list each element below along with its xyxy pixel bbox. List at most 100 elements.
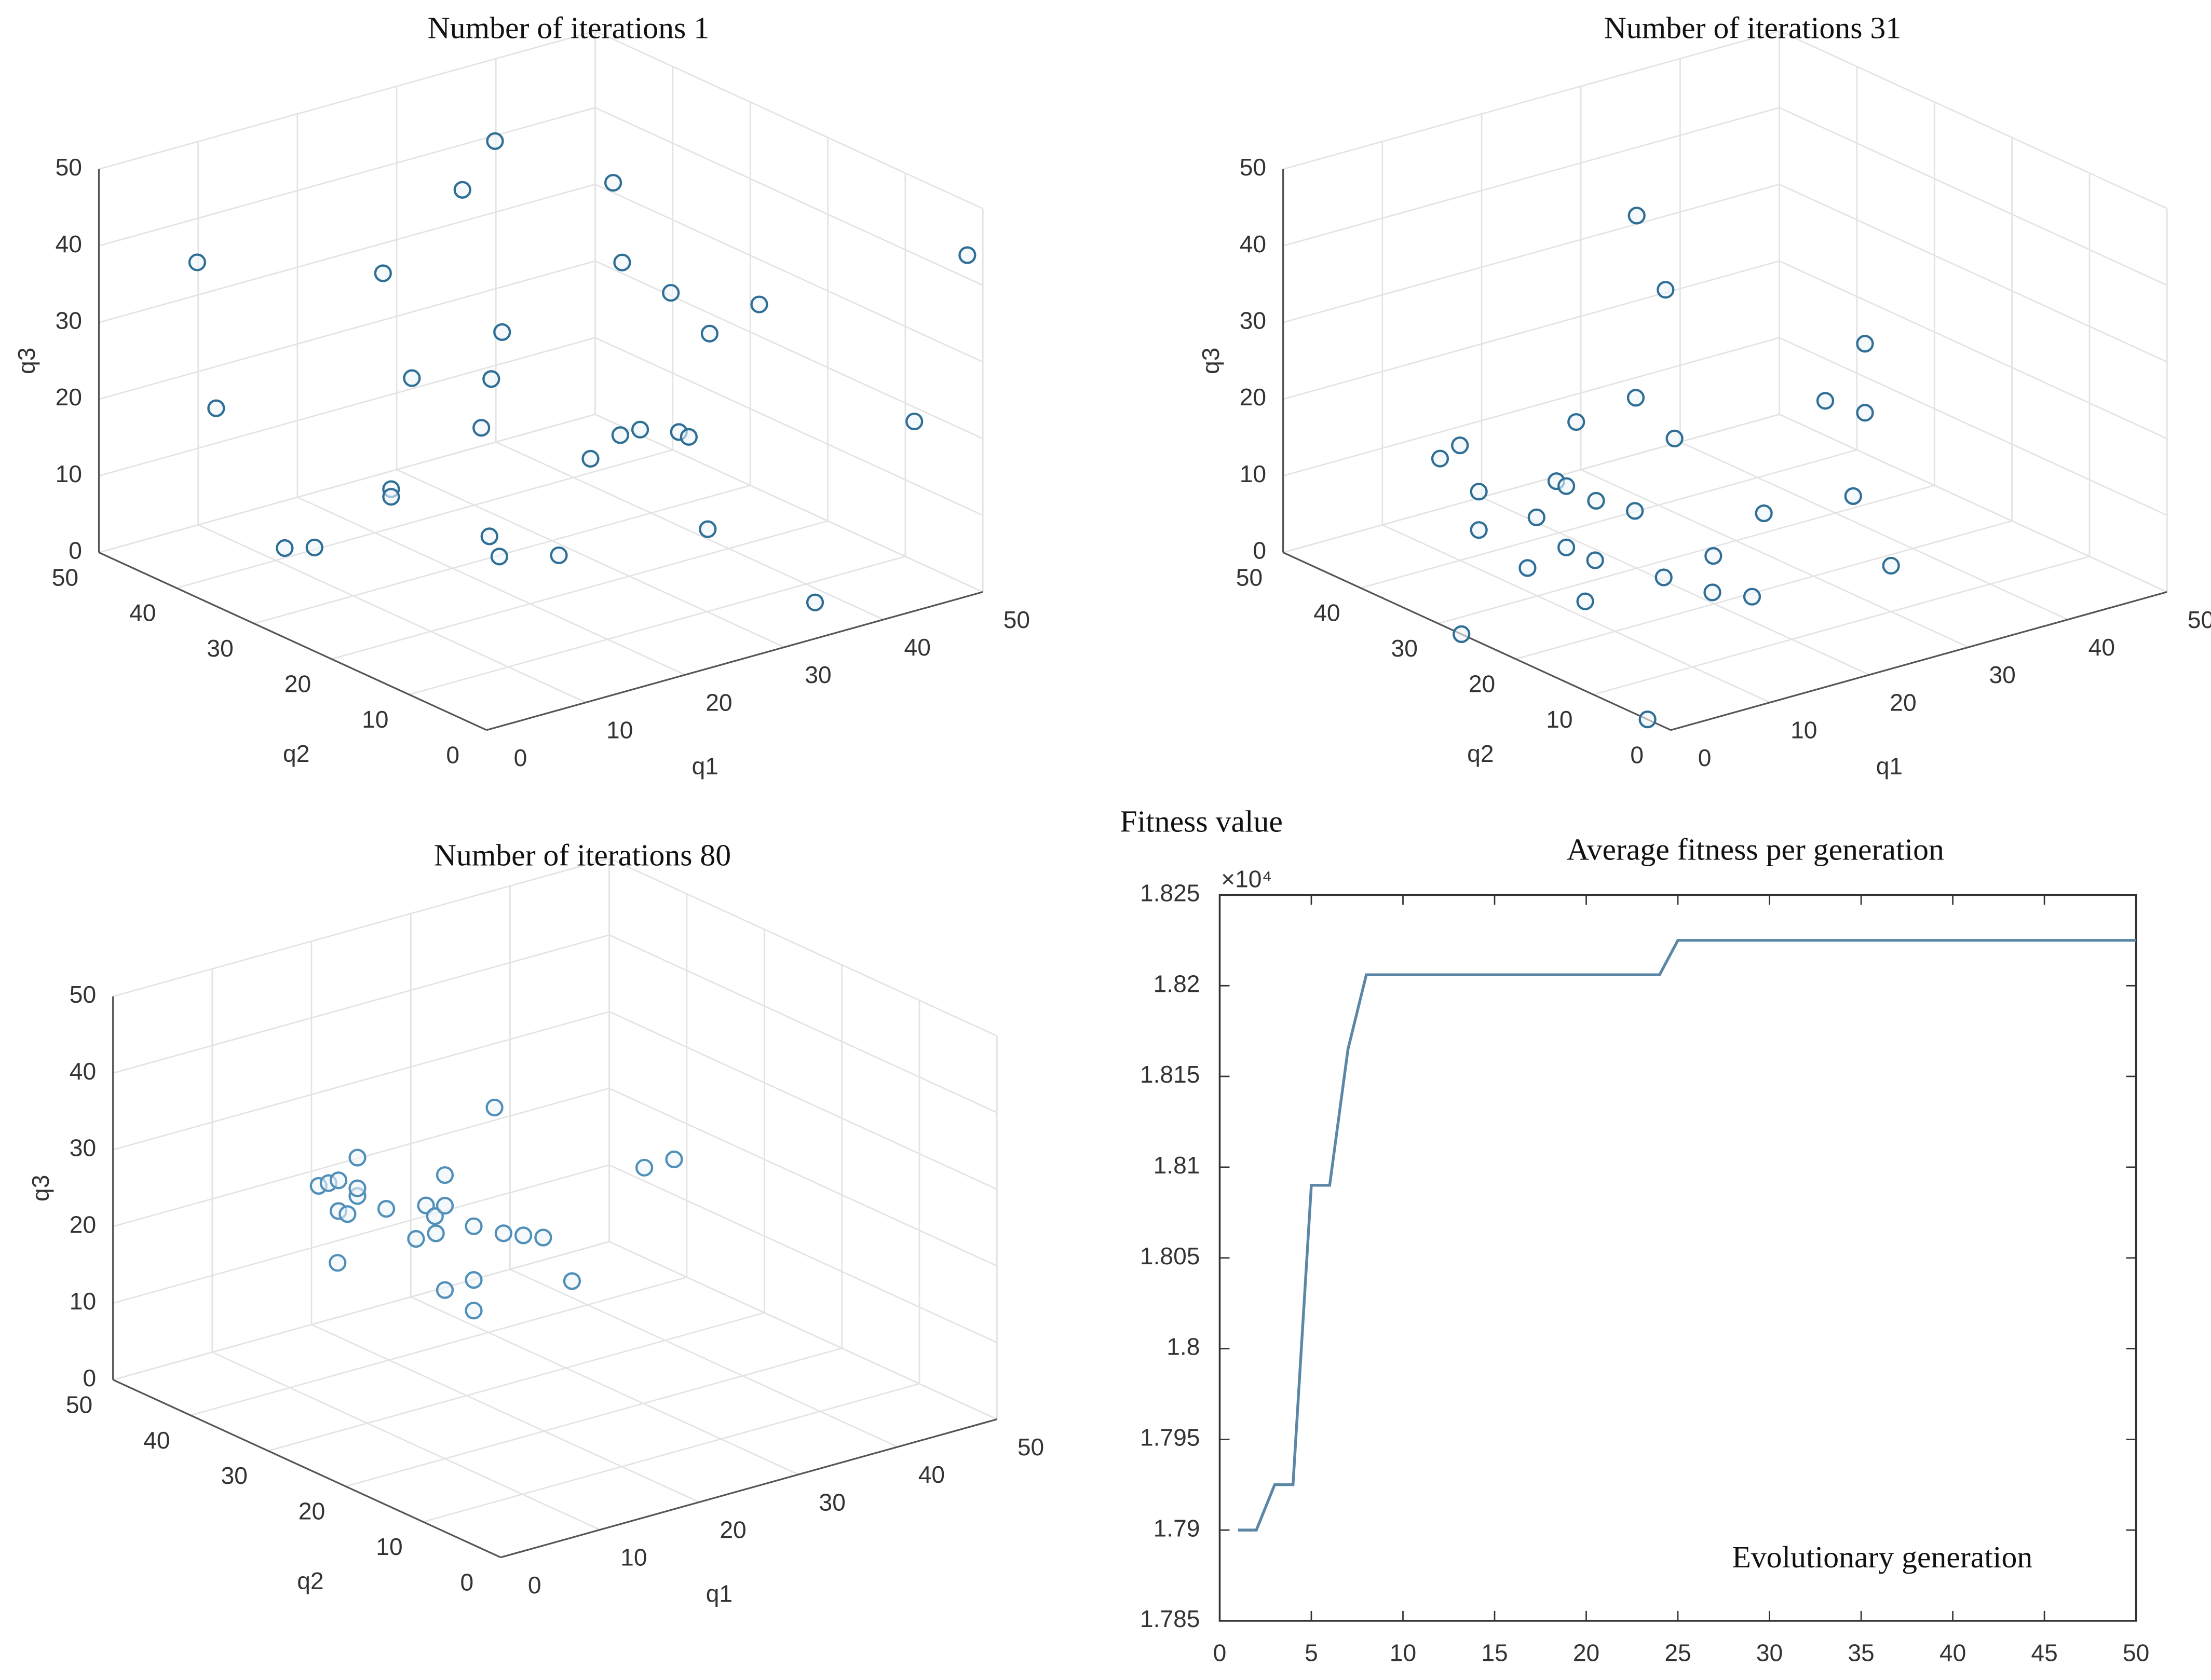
z-tick-label: 40 bbox=[70, 1058, 96, 1085]
grid-line bbox=[190, 1276, 687, 1416]
x-axis-label: q1 bbox=[706, 1580, 733, 1607]
chart-title: Number of iterations 80 bbox=[434, 838, 731, 872]
point bbox=[453, 181, 471, 199]
z-tick-label: 20 bbox=[70, 1211, 96, 1238]
z-tick-label: 10 bbox=[70, 1288, 96, 1315]
z-tick-label: 20 bbox=[1240, 384, 1266, 411]
x-tick-label: 50 bbox=[1018, 1433, 1044, 1460]
grid-line bbox=[423, 1383, 920, 1523]
x-tick-label: 20 bbox=[706, 689, 732, 716]
point bbox=[493, 323, 511, 342]
z-tick-label: 20 bbox=[56, 384, 82, 411]
x-tick-label: 40 bbox=[1939, 1639, 1966, 1666]
point bbox=[1704, 547, 1722, 565]
point bbox=[1626, 389, 1645, 407]
point bbox=[665, 1150, 683, 1168]
point bbox=[403, 369, 421, 387]
point bbox=[482, 370, 500, 388]
point bbox=[382, 488, 400, 506]
point bbox=[958, 246, 976, 264]
y-tick-label: 20 bbox=[284, 671, 311, 698]
grid-line bbox=[311, 1323, 700, 1503]
x-tick-label: 20 bbox=[1573, 1639, 1599, 1666]
x-tick-label: 0 bbox=[1698, 744, 1712, 771]
x-tick-label: 10 bbox=[620, 1544, 647, 1571]
grid-line bbox=[99, 260, 595, 400]
grid-line bbox=[198, 524, 587, 703]
y-tick-label: 30 bbox=[1391, 635, 1418, 662]
point bbox=[534, 1228, 552, 1247]
point bbox=[436, 1166, 454, 1184]
grid-line bbox=[99, 337, 595, 477]
annotation: Evolutionary generation bbox=[1732, 1540, 2032, 1574]
y-tick-label: 10 bbox=[376, 1533, 402, 1560]
z-tick-label: 50 bbox=[70, 981, 96, 1008]
z-tick-label: 30 bbox=[56, 307, 82, 334]
grid-line bbox=[113, 1241, 609, 1381]
grid-line bbox=[1360, 449, 1857, 589]
y-tick-label: 10 bbox=[362, 706, 388, 733]
x-tick-label: 10 bbox=[1790, 717, 1817, 744]
point bbox=[1755, 504, 1773, 523]
point bbox=[1470, 521, 1488, 539]
z-tick-label: 30 bbox=[1240, 307, 1266, 334]
grid-line bbox=[99, 183, 595, 323]
z-tick-label: 0 bbox=[1253, 537, 1266, 564]
x-tick-label: 50 bbox=[1003, 606, 1030, 633]
grid-line bbox=[1779, 183, 2167, 363]
y-tick-label: 0 bbox=[460, 1569, 473, 1596]
grid-line bbox=[1283, 30, 1780, 170]
y-axis-label: q2 bbox=[283, 740, 309, 767]
point bbox=[700, 324, 719, 343]
grid-line bbox=[1779, 260, 2167, 440]
point bbox=[374, 264, 392, 282]
grid-line bbox=[1283, 183, 1780, 323]
point bbox=[1856, 404, 1874, 422]
point bbox=[465, 1302, 483, 1320]
x-tick-label: 40 bbox=[918, 1461, 945, 1488]
point bbox=[305, 538, 323, 556]
point bbox=[486, 132, 504, 150]
x-axis-label: q1 bbox=[692, 753, 718, 780]
point bbox=[1844, 487, 1862, 506]
y-tick-label: 50 bbox=[52, 564, 78, 591]
chart-title: Number of iterations 31 bbox=[1604, 10, 1901, 45]
point bbox=[472, 419, 491, 437]
grid-line bbox=[396, 469, 785, 648]
grid-line bbox=[113, 934, 609, 1074]
point bbox=[465, 1271, 483, 1289]
point bbox=[436, 1197, 454, 1215]
point bbox=[635, 1158, 654, 1177]
grid-line bbox=[609, 1241, 997, 1420]
y-tick-label: 1.82 bbox=[1154, 970, 1200, 997]
axis-line bbox=[500, 1418, 997, 1559]
grid-line bbox=[594, 337, 983, 516]
chart-title: Number of iterations 1 bbox=[428, 10, 709, 45]
point bbox=[348, 1179, 367, 1197]
point bbox=[1470, 483, 1488, 501]
y-tick-label: 40 bbox=[129, 599, 156, 626]
x-tick-label: 0 bbox=[528, 1572, 541, 1599]
y-tick-label: 0 bbox=[446, 741, 459, 768]
grid-line bbox=[1679, 441, 2068, 621]
point bbox=[905, 412, 924, 431]
point bbox=[1451, 436, 1469, 455]
grid-line bbox=[99, 30, 595, 170]
grid-line bbox=[609, 934, 997, 1113]
grid-line bbox=[268, 1312, 765, 1452]
x-tick-label: 20 bbox=[1890, 689, 1916, 716]
point bbox=[494, 1224, 512, 1242]
point bbox=[1665, 429, 1684, 447]
grid-line bbox=[1779, 414, 2167, 593]
grid-line bbox=[609, 1087, 997, 1267]
point bbox=[338, 1205, 357, 1223]
point bbox=[1557, 538, 1576, 556]
grid-line bbox=[1779, 30, 2167, 210]
point bbox=[276, 539, 294, 557]
grid-line bbox=[345, 1347, 843, 1487]
point bbox=[1816, 392, 1835, 410]
grid-line bbox=[509, 1268, 898, 1448]
point bbox=[1657, 281, 1675, 299]
point bbox=[1638, 711, 1657, 729]
